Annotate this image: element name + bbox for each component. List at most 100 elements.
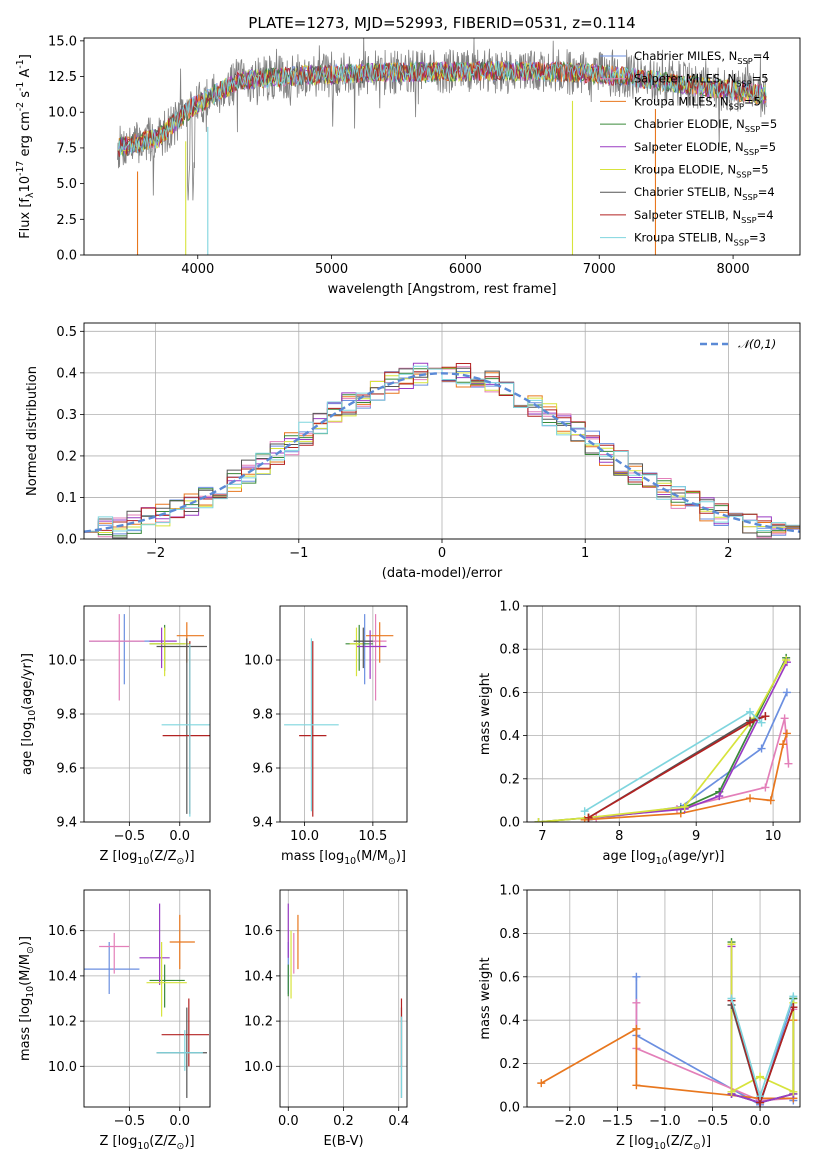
x-axis-label: (data-model)/error bbox=[382, 566, 503, 581]
legend-entry: 𝒩(0,1) bbox=[738, 337, 776, 351]
y-tick-label: 1.0 bbox=[499, 600, 520, 615]
x-tick-label: 10.5 bbox=[358, 829, 387, 844]
mass-weight-marker bbox=[537, 1079, 546, 1088]
y-tick-label: 10.0 bbox=[48, 1060, 77, 1075]
y-tick-label: 0.0 bbox=[499, 1101, 520, 1116]
y-axis-label: mass weight bbox=[478, 673, 493, 755]
y-tick-label: 0.2 bbox=[56, 449, 77, 464]
mass-weight-line bbox=[730, 944, 795, 1094]
y-tick-label: 0.3 bbox=[56, 408, 77, 423]
mass-weight-line bbox=[730, 996, 795, 1100]
y-tick-label: 0.2 bbox=[499, 772, 520, 787]
mass-weight-marker bbox=[782, 688, 791, 697]
age_vs_Z-panel: −0.5 0.0 9.4 9.6 9.8 10.0 Z [log10(Z/Z⊙)] age [… bbox=[20, 605, 211, 867]
x-axis-label: age [log10(age/yr)] bbox=[603, 849, 725, 867]
x-tick-label: −0.5 bbox=[114, 829, 146, 844]
spectrum-panel: 4000 5000 6000 7000 8000 0.0 2.5 5.0 7.5 10.0 12.5… bbox=[15, 34, 801, 297]
mass-weight-marker bbox=[727, 994, 736, 1003]
mass-weight-line bbox=[635, 1002, 795, 1102]
gaussian-reference-line bbox=[84, 372, 800, 533]
x-tick-label: 0.4 bbox=[388, 1114, 409, 1129]
mass_vs_Z-frame bbox=[83, 889, 211, 1108]
legend-entry: Chabrier MILES, NSSP=4 bbox=[634, 49, 770, 66]
massweight_vs_Z-panel: −2.0 −1.5 −1.0 −0.5 0.0 0.0 0.2 0.4 0.6 0.8 1.0 Z [… bbox=[478, 884, 801, 1152]
mass-weight-marker bbox=[789, 1003, 798, 1012]
mass-weight-line bbox=[538, 657, 787, 822]
y-tick-label: 10.0 bbox=[244, 654, 273, 669]
massweight_vs_age-frame bbox=[526, 605, 801, 823]
x-tick-label: 7 bbox=[538, 829, 546, 844]
mass-weight-marker bbox=[779, 740, 788, 749]
x-tick-label: 0.0 bbox=[169, 1114, 190, 1129]
y-tick-label: 9.8 bbox=[252, 708, 273, 723]
legend-entry: Kroupa ELODIE, NSSP=5 bbox=[634, 163, 769, 180]
x-tick-label: −2 bbox=[146, 546, 165, 561]
x-tick-label: 0.0 bbox=[750, 1114, 771, 1129]
x-tick-label: 5000 bbox=[315, 262, 348, 277]
y-tick-label: 9.6 bbox=[56, 762, 77, 777]
y-tick-label: 10.4 bbox=[244, 969, 273, 984]
mass-weight-marker bbox=[727, 940, 736, 949]
age_vs_mass-plot-area bbox=[284, 614, 394, 817]
y-tick-label: 0.0 bbox=[56, 249, 77, 264]
mass_vs_ebv-plot-area bbox=[287, 903, 403, 1098]
mass_vs_ebv-panel: 0.0 0.2 0.4 10.0 10.2 10.4 10.6 E(B-V) bbox=[244, 889, 409, 1149]
mass-weight-marker bbox=[782, 656, 791, 664]
y-tick-label: 0.8 bbox=[499, 927, 520, 942]
mass-weight-line bbox=[588, 661, 788, 819]
mass-weight-marker bbox=[746, 794, 755, 803]
residual_hist-panel: −2 −1 0 1 2 0.0 0.1 0.2 0.3 0.4 0.5 (data-model)/er… bbox=[25, 322, 801, 581]
mass-weight-marker bbox=[789, 1087, 798, 1096]
mass-weight-marker bbox=[784, 759, 793, 768]
y-tick-label: 10.0 bbox=[244, 1060, 273, 1075]
mass-weight-marker bbox=[680, 802, 689, 811]
mass-weight-marker bbox=[727, 1087, 736, 1096]
x-axis-label: E(B-V) bbox=[323, 1134, 363, 1149]
mass-weight-marker bbox=[632, 998, 641, 1007]
y-tick-label: 12.5 bbox=[48, 70, 77, 85]
mass-weight-marker bbox=[746, 707, 755, 716]
y-tick-label: 9.6 bbox=[252, 762, 273, 777]
y-tick-label: 0.4 bbox=[499, 729, 520, 744]
y-tick-label: 0.0 bbox=[56, 533, 77, 548]
legend-entry: Salpeter STELIB, NSSP=4 bbox=[634, 208, 774, 225]
legend-entry: Chabrier STELIB, NSSP=4 bbox=[634, 185, 775, 202]
x-tick-label: 6000 bbox=[449, 262, 482, 277]
y-tick-label: 5.0 bbox=[56, 177, 77, 192]
y-tick-label: 9.4 bbox=[252, 816, 273, 831]
age_vs_mass-panel: 10.0 10.5 9.4 9.6 9.8 10.0 mass [log10(M/M⊙)] bbox=[244, 605, 408, 867]
y-tick-label: 0.2 bbox=[499, 1057, 520, 1072]
legend-entry: Salpeter MILES, NSSP=5 bbox=[634, 72, 769, 89]
y-tick-label: 0.4 bbox=[499, 1014, 520, 1029]
y-tick-label: 1.0 bbox=[499, 884, 520, 899]
y-axis-label: Normed distribution bbox=[25, 366, 40, 496]
mass_vs_Z-panel: −0.5 0.0 10.0 10.2 10.4 10.6 Z [log10(Z/Z⊙)] ma… bbox=[18, 889, 211, 1152]
massweight_vs_age-panel: 7 8 9 10 0.0 0.2 0.4 0.6 0.8 1.0 age [log10(age/yr… bbox=[478, 600, 801, 867]
y-axis-label: mass [log10(M/M⊙)] bbox=[18, 936, 36, 1061]
massweight_vs_Z-frame bbox=[526, 889, 801, 1108]
x-tick-label: 8 bbox=[615, 829, 623, 844]
x-tick-label: 2 bbox=[724, 546, 732, 561]
y-tick-label: 2.5 bbox=[56, 213, 77, 228]
y-tick-label: 9.8 bbox=[56, 708, 77, 723]
y-axis-label: mass weight bbox=[478, 957, 493, 1039]
y-tick-label: 0.6 bbox=[499, 970, 520, 985]
x-tick-label: 8000 bbox=[717, 262, 750, 277]
y-tick-label: 10.2 bbox=[244, 1015, 273, 1030]
mass-weight-marker bbox=[756, 1072, 765, 1081]
x-tick-label: 0.0 bbox=[169, 829, 190, 844]
mass-weight-marker bbox=[715, 792, 724, 801]
y-tick-label: 10.2 bbox=[48, 1015, 77, 1030]
mass-weight-marker bbox=[761, 712, 770, 721]
x-tick-label: −1.5 bbox=[602, 1114, 634, 1129]
spectrum-legend: Chabrier MILES, NSSP=4 Salpeter MILES, NS… bbox=[600, 49, 777, 248]
x-tick-label: 7000 bbox=[583, 262, 616, 277]
x-tick-label: 0.0 bbox=[278, 1114, 299, 1129]
y-tick-label: 0.0 bbox=[499, 816, 520, 831]
x-axis-label: Z [log10(Z/Z⊙)] bbox=[616, 1134, 711, 1152]
legend-entry: Kroupa STELIB, NSSP=3 bbox=[634, 231, 766, 248]
y-tick-label: 0.8 bbox=[499, 643, 520, 658]
mass-weight-marker bbox=[761, 783, 770, 792]
mass-weight-marker bbox=[632, 1024, 641, 1033]
